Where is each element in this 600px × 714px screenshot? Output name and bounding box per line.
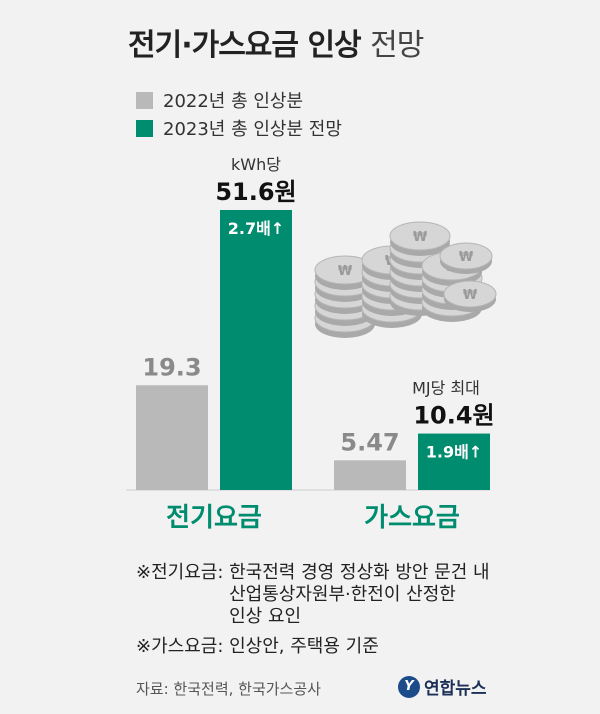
source-text: 자료: 한국전력, 한국가스공사 — [136, 680, 321, 698]
footnote-line: 인상 요인 — [229, 606, 302, 627]
logo-text: 연합뉴스 — [424, 679, 487, 699]
legend-swatch-2023 — [136, 119, 153, 137]
bar-2022 — [334, 460, 406, 490]
category-label: 가스요금 — [364, 503, 460, 533]
won-symbol-icon: ₩ — [413, 230, 428, 245]
footnote-line: 산업통상자원부·한전이 산정한 — [229, 584, 456, 605]
unit-label: MJ당 최대 — [412, 379, 480, 398]
multiplier-label: 2.7배↑ — [228, 219, 284, 238]
footnote-key: ※가스요금: — [136, 636, 230, 657]
footnote-line: 한국전력 경영 정상화 방안 문건 내 — [229, 562, 490, 583]
won-symbol-icon: ₩ — [463, 288, 478, 303]
won-symbol-icon: ₩ — [338, 264, 353, 279]
logo-mark-icon: Y — [398, 675, 420, 698]
data-label-2023: 10.4원 — [413, 402, 494, 430]
title-main: 전기·가스요금 인상 — [128, 28, 362, 63]
data-label-2022: 5.47 — [340, 428, 399, 456]
yonhap-logo: Y 연합뉴스 — [398, 674, 487, 699]
legend-label-2023: 2023년 총 인상분 전망 — [163, 119, 342, 140]
won-symbol-icon: ₩ — [459, 250, 474, 265]
data-label-2022: 19.3 — [142, 353, 201, 381]
footnote-electricity: ※전기요금: 한국전력 경영 정상화 방안 문건 내 산업통상자원부·한전이 산… — [136, 562, 490, 628]
title-sub: 전망 — [370, 28, 424, 63]
coin — [389, 221, 451, 251]
bar-2022 — [136, 385, 208, 490]
coin — [439, 242, 493, 270]
legend-swatch-2022 — [136, 91, 153, 109]
coins-illustration: ₩₩₩₩₩₩ — [314, 221, 497, 338]
footnote-gas: ※가스요금: 인상안, 주택용 기준 — [136, 636, 490, 658]
page-title: 전기·가스요금 인상 전망 — [128, 20, 424, 64]
footnote-key: ※전기요금: — [136, 562, 230, 583]
unit-label: kWh당 — [231, 155, 281, 174]
footnote-line: 인상안, 주택용 기준 — [229, 636, 379, 657]
bar-2023 — [418, 433, 490, 490]
legend-item-2023: 2023년 총 인상분 전망 — [136, 114, 342, 142]
legend-item-2022: 2022년 총 인상분 — [136, 86, 342, 114]
category-label: 전기요금 — [166, 503, 262, 533]
bar-2023 — [220, 210, 292, 490]
data-label-2023: 51.6원 — [215, 178, 296, 206]
legend-label-2022: 2022년 총 인상분 — [163, 91, 304, 112]
bar-chart: ₩₩₩₩₩₩ 19.32.7배↑51.6원kWh당전기요금5.471.9배↑10… — [126, 155, 497, 533]
footnotes: ※전기요금: 한국전력 경영 정상화 방안 문건 내 산업통상자원부·한전이 산… — [136, 562, 490, 666]
chart-legend: 2022년 총 인상분 2023년 총 인상분 전망 — [136, 86, 342, 142]
coin — [443, 280, 497, 308]
multiplier-label: 1.9배↑ — [426, 443, 482, 462]
